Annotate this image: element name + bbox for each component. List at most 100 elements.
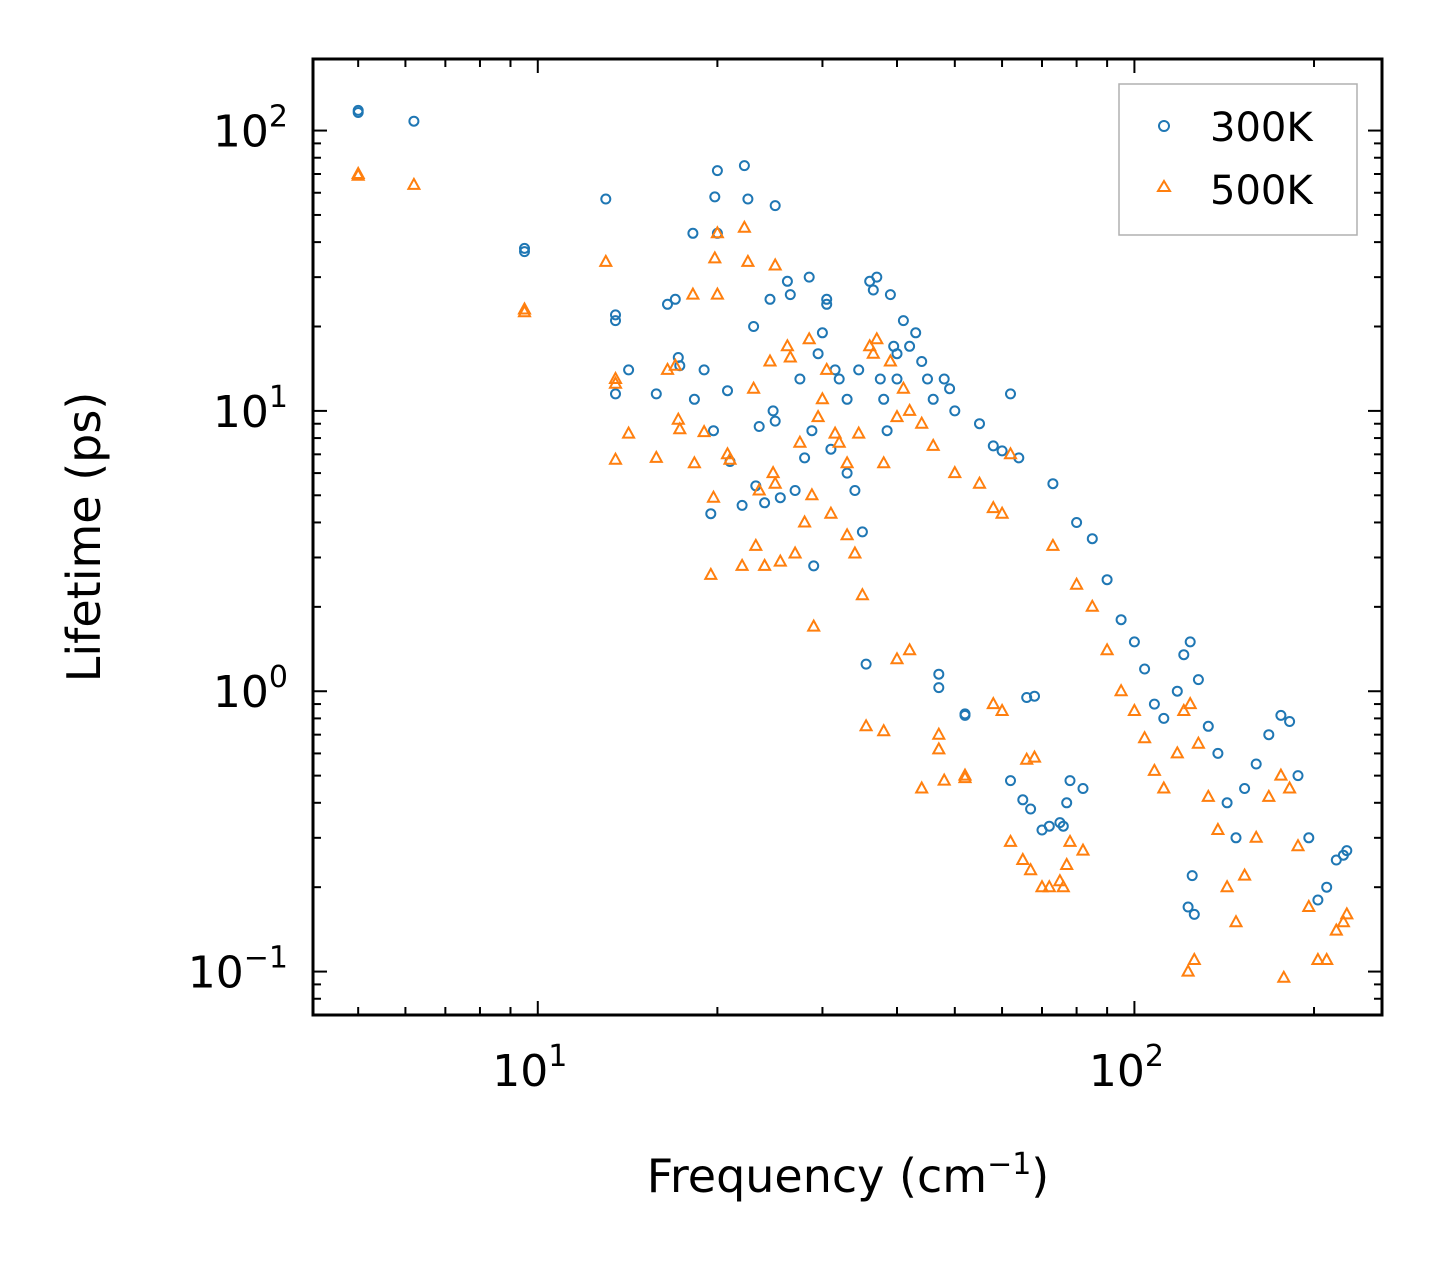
point-500K-49 (827, 425, 843, 439)
point-300K-23 (722, 385, 733, 397)
point-300K-99 (1077, 783, 1089, 794)
point-500K-113 (1319, 951, 1334, 965)
point-500K-60 (876, 455, 891, 469)
point-300K-84 (1005, 775, 1016, 787)
point-300K-85 (1005, 388, 1016, 400)
point-300K-115 (1239, 783, 1251, 794)
point-500K-123 (994, 702, 1010, 716)
point-500K-119 (1276, 969, 1291, 983)
point-500K-1 (351, 167, 366, 181)
point-500K-81 (1034, 879, 1050, 893)
point-300K-63 (881, 425, 893, 437)
point-500K-2 (406, 176, 422, 190)
point-500K-6 (608, 370, 623, 384)
point-300K-12 (669, 293, 681, 305)
point-300K-66 (891, 348, 903, 360)
point-300K-127 (1182, 901, 1194, 913)
point-500K-27 (740, 253, 756, 267)
point-300K-89 (1025, 803, 1037, 815)
point-300K-80 (959, 709, 971, 721)
point-300K-11 (662, 298, 673, 310)
point-300K-93 (1047, 478, 1059, 490)
x-axis-label: Frequency (cm−1) (647, 1147, 1050, 1203)
point-500K-48 (823, 505, 839, 519)
point-300K-74 (933, 668, 945, 680)
point-300K-47 (821, 298, 833, 310)
point-500K-51 (839, 527, 855, 541)
point-300K-69 (904, 340, 916, 352)
point-500K-99 (1183, 696, 1198, 710)
legend-500K-marker (1156, 179, 1172, 192)
point-500K-52 (839, 455, 855, 469)
point-500K-40 (792, 434, 808, 448)
point-500K-110 (1290, 838, 1306, 852)
tick-labels: 101 102 102 101 100 10−1 (188, 100, 1164, 1097)
point-300K-59 (867, 284, 879, 296)
point-500K-114 (1329, 922, 1344, 936)
point-500K-35 (768, 257, 783, 271)
point-500K-124 (876, 723, 891, 737)
point-300K-122 (1312, 894, 1324, 906)
point-300K-36 (774, 492, 786, 504)
point-500K-125 (889, 651, 905, 665)
point-500K-4 (517, 304, 532, 318)
point-500K-56 (858, 718, 874, 732)
point-300K-35 (769, 200, 781, 212)
point-300K-2 (408, 115, 420, 127)
point-300K-102 (1115, 614, 1127, 626)
point-300K-67 (891, 373, 903, 385)
point-300K-28 (748, 321, 760, 332)
point-500K-12 (668, 357, 683, 371)
point-500K-61 (883, 353, 898, 367)
point-500K-86 (1059, 856, 1074, 870)
point-300K-76 (938, 373, 950, 385)
legend: 300K 500K (1118, 83, 1358, 236)
point-500K-87 (1062, 833, 1078, 847)
point-300K-98 (1071, 517, 1083, 528)
point-500K-41 (797, 514, 812, 528)
point-500K-8 (608, 451, 623, 465)
point-500K-102 (1210, 821, 1226, 835)
point-300K-19 (708, 425, 719, 437)
point-300K-97 (1064, 775, 1076, 787)
point-500K-28 (746, 380, 761, 394)
point-500K-46 (815, 391, 830, 405)
point-500K-22 (710, 286, 725, 300)
point-300K-72 (922, 373, 933, 385)
point-500K-91 (1099, 642, 1115, 656)
point-300K-95 (1057, 820, 1069, 832)
x-tick-label-0: 101 (492, 1039, 567, 1097)
point-500K-21 (710, 225, 725, 239)
point-300K-90 (1029, 690, 1040, 702)
point-300K-4 (519, 246, 530, 258)
point-500K-59 (869, 331, 884, 345)
point-300K-6 (610, 309, 621, 321)
point-500K-101 (1201, 788, 1216, 802)
point-300K-32 (764, 293, 776, 305)
point-500K-112 (1310, 951, 1326, 965)
point-300K-100 (1086, 533, 1098, 545)
point-500K-118 (1187, 951, 1202, 965)
point-300K-96 (1061, 797, 1073, 809)
point-500K-108 (1273, 767, 1289, 781)
point-300K-70 (910, 327, 922, 339)
point-300K-82 (987, 440, 999, 452)
point-300K-3 (519, 242, 530, 254)
point-500K-72 (972, 475, 987, 489)
point-500K-63 (896, 380, 911, 394)
point-300K-104 (1139, 663, 1151, 675)
point-300K-111 (1202, 720, 1214, 732)
point-500K-97 (1170, 745, 1185, 759)
point-300K-110 (1192, 674, 1204, 686)
point-300K-5 (600, 193, 612, 205)
point-500K-10 (649, 449, 664, 463)
point-500K-126 (902, 642, 917, 656)
point-500K-88 (1069, 576, 1084, 590)
point-500K-24 (722, 451, 738, 465)
point-300K-117 (1263, 729, 1275, 741)
y-tick-label-0: 102 (213, 100, 288, 158)
point-500K-69 (947, 465, 962, 479)
y-axis-label: Lifetime (ps) (57, 392, 111, 683)
point-500K-65 (914, 415, 929, 429)
